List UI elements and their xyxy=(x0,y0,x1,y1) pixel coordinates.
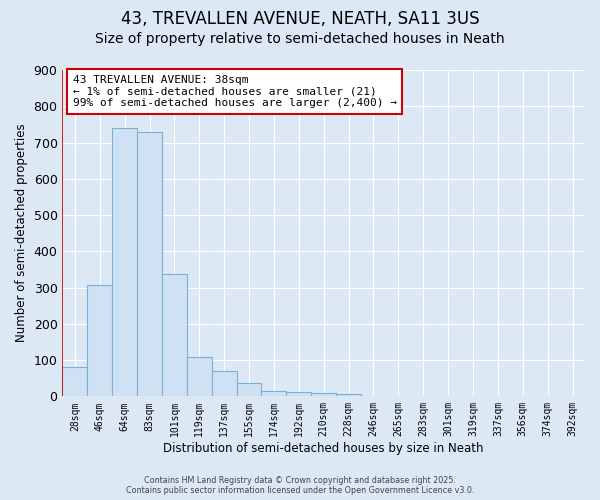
Text: 43, TREVALLEN AVENUE, NEATH, SA11 3US: 43, TREVALLEN AVENUE, NEATH, SA11 3US xyxy=(121,10,479,28)
Bar xyxy=(162,274,187,396)
Text: 43 TREVALLEN AVENUE: 38sqm
← 1% of semi-detached houses are smaller (21)
99% of : 43 TREVALLEN AVENUE: 38sqm ← 1% of semi-… xyxy=(73,75,397,108)
Text: Size of property relative to semi-detached houses in Neath: Size of property relative to semi-detach… xyxy=(95,32,505,46)
Bar xyxy=(236,382,262,396)
Bar xyxy=(62,366,88,396)
Bar xyxy=(137,132,162,396)
Bar xyxy=(112,128,137,396)
X-axis label: Distribution of semi-detached houses by size in Neath: Distribution of semi-detached houses by … xyxy=(163,442,484,455)
Bar xyxy=(311,392,336,396)
Bar xyxy=(212,371,236,396)
Bar xyxy=(88,285,112,397)
Bar xyxy=(336,394,361,396)
Y-axis label: Number of semi-detached properties: Number of semi-detached properties xyxy=(15,124,28,342)
Bar xyxy=(262,391,286,396)
Bar xyxy=(187,357,212,397)
Bar xyxy=(286,392,311,396)
Text: Contains HM Land Registry data © Crown copyright and database right 2025.
Contai: Contains HM Land Registry data © Crown c… xyxy=(126,476,474,495)
